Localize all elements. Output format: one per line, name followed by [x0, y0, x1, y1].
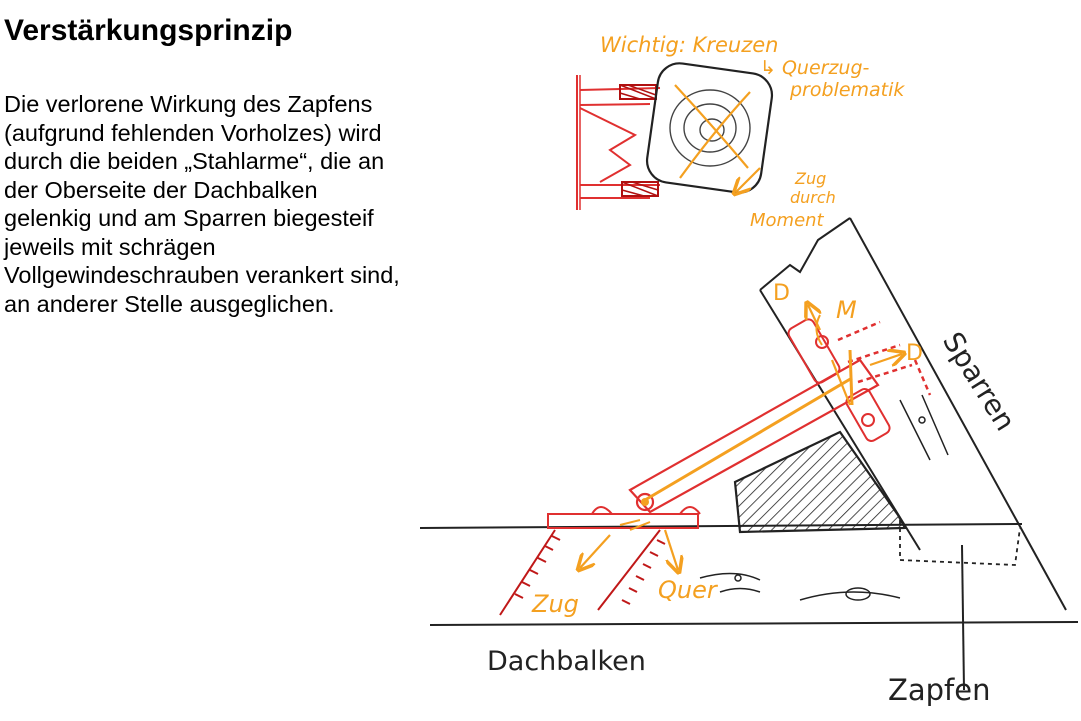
annotation-m: M [836, 296, 857, 324]
annotation-zug-moment-1: Zug [794, 169, 826, 188]
force-annotations [580, 305, 902, 570]
slide-body-text: Die verlorene Wirkung des Zapfens (aufgr… [4, 90, 424, 318]
body-line: Vollgewindeschrauben verankert sind, [4, 262, 400, 288]
annotation-querzug-1: ↳ Querzug- [760, 57, 870, 79]
annotation-wichtig: Wichtig: Kreuzen [600, 33, 779, 57]
annotation-querzug-2: problematik [789, 79, 905, 101]
label-zapfen: Zapfen [888, 673, 990, 707]
annotation-quer: Quer [658, 576, 719, 604]
annotation-zug-moment-3: Moment [750, 210, 825, 231]
body-line: (aufgrund fehlenden Vorholzes) wird [4, 119, 382, 146]
annotation-zug-moment-2: durch [790, 188, 836, 207]
timber-joint [419, 217, 1079, 691]
body-line: gelenkig und am Sparren biegesteif [4, 205, 374, 231]
annotation-zug: Zug [531, 590, 579, 618]
label-dachbalken: Dachbalken [487, 646, 646, 677]
body-line: der Oberseite der Dachbalken [4, 176, 318, 203]
annotation-d-left: D [773, 281, 790, 306]
annotation-d-right: D [906, 341, 923, 366]
body-line: an anderer Stelle ausgeglichen. [4, 290, 335, 317]
body-line: Die verlorene Wirkung des Zapfens [4, 91, 373, 117]
label-sparren: Sparren [936, 326, 1022, 436]
body-line: durch die beiden „Stahlarme“, die an [4, 148, 385, 174]
steel-arm [499, 318, 932, 616]
body-line: jeweils mit schrägen [4, 233, 216, 260]
inset-detail [576, 62, 774, 210]
slide-title: Verstärkungsprinzip [4, 14, 293, 47]
